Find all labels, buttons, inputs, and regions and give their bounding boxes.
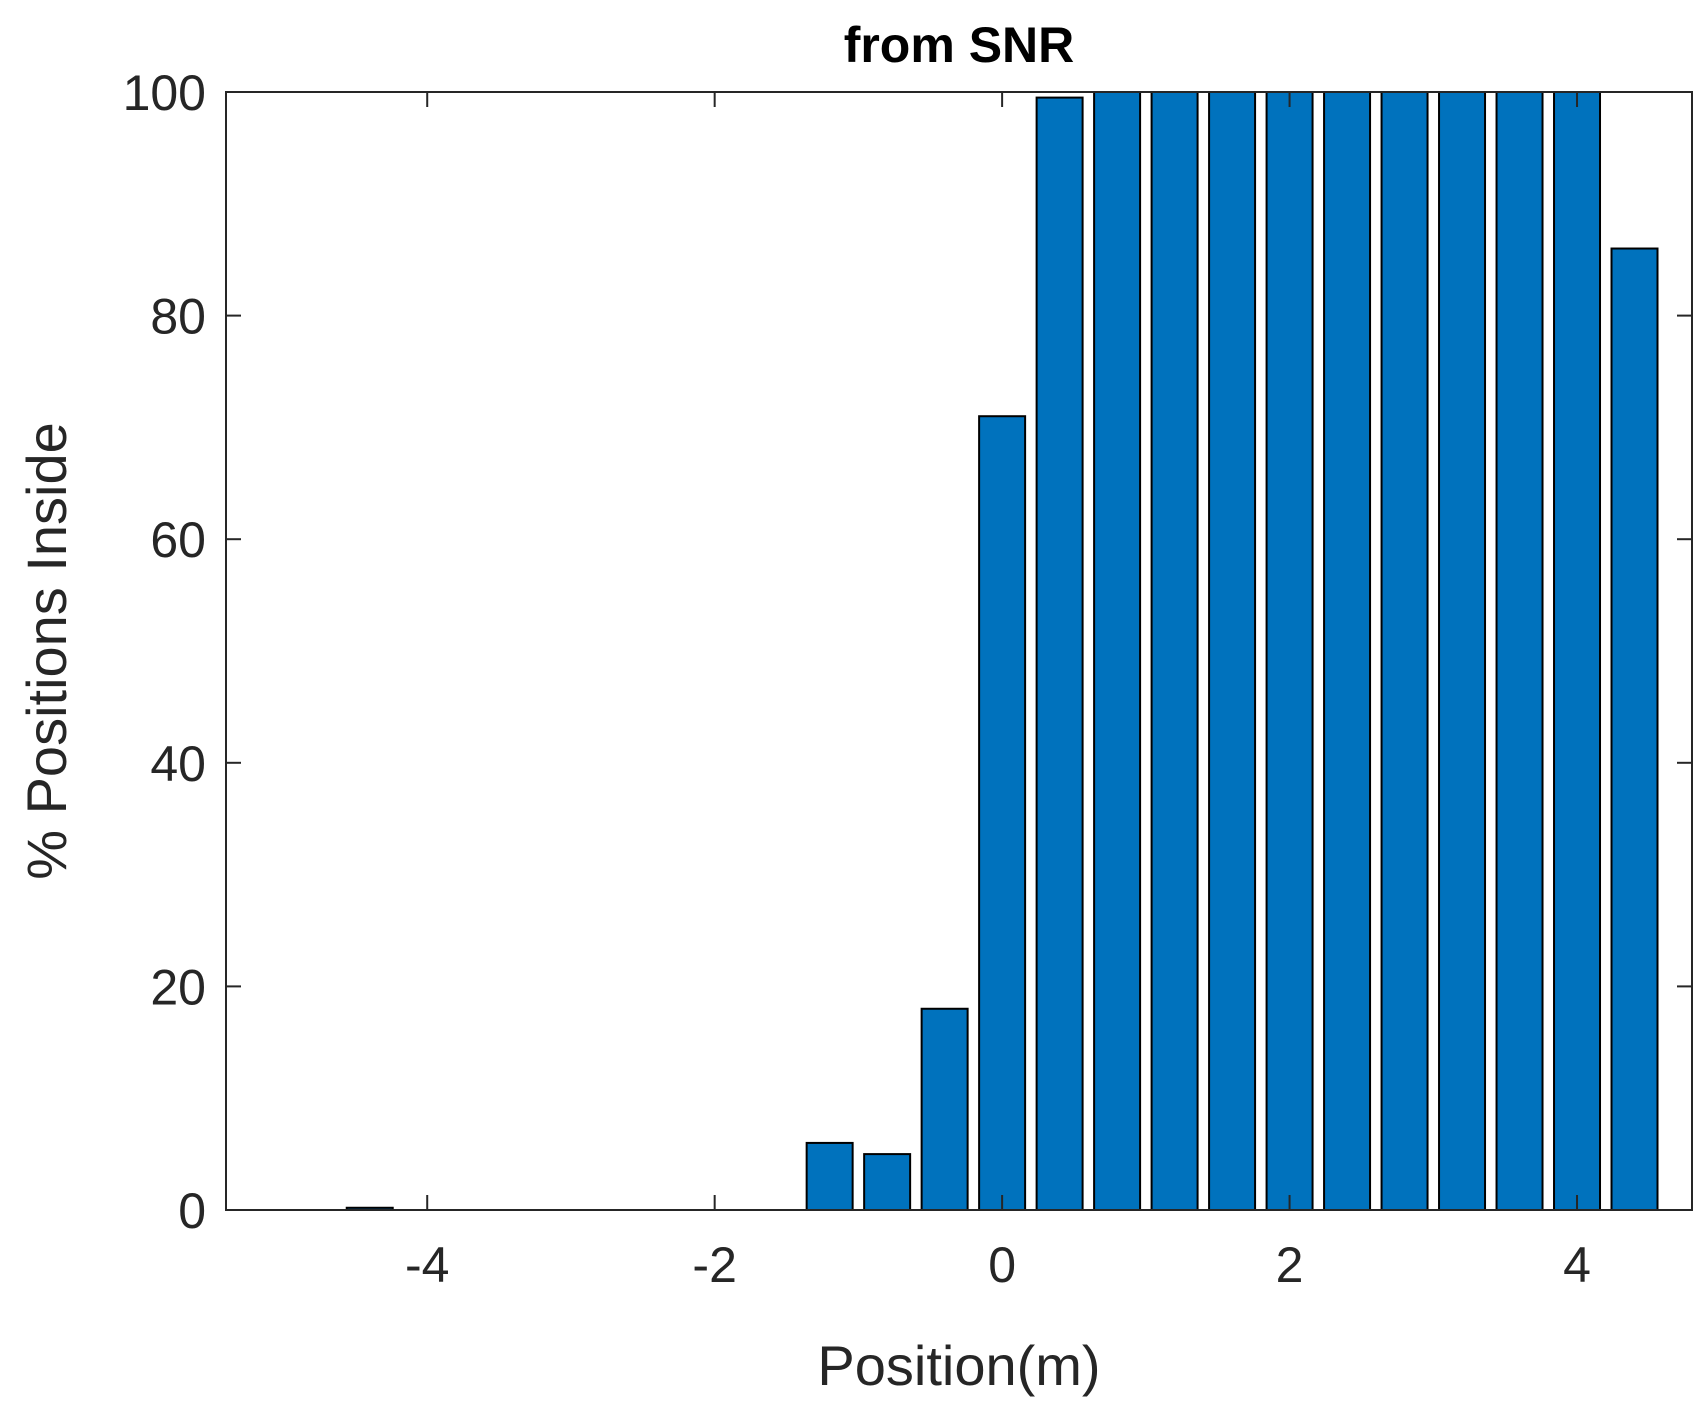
bar-8: [1208, 91, 1257, 1211]
x-tick-label: -4: [405, 1237, 449, 1293]
y-axis-label: % Positions Inside: [15, 422, 78, 880]
x-tick-label: 2: [1276, 1237, 1304, 1293]
bar-5: [1035, 96, 1084, 1212]
bar-11: [1380, 91, 1429, 1211]
x-axis-label: Position(m): [817, 1334, 1100, 1397]
x-tick-label: 4: [1563, 1237, 1591, 1293]
bar-13: [1495, 91, 1544, 1211]
y-tick-label: 100: [123, 65, 206, 121]
bar-3: [920, 1007, 969, 1212]
y-tick-label: 60: [150, 512, 206, 568]
y-tick-label: 80: [150, 289, 206, 345]
axes-box: [225, 91, 1693, 1211]
y-tick-label: 0: [178, 1183, 206, 1239]
bar-15: [1610, 247, 1659, 1211]
x-tick-label: 0: [988, 1237, 1016, 1293]
bar-6: [1093, 91, 1142, 1211]
bar-1: [805, 1141, 854, 1212]
bar-12: [1438, 91, 1487, 1211]
bar-4: [978, 415, 1027, 1212]
bar-10: [1323, 91, 1372, 1211]
y-tick-label: 20: [150, 959, 206, 1015]
bar-9: [1265, 91, 1314, 1211]
bar-7: [1150, 91, 1199, 1211]
x-tick-label: -2: [692, 1237, 736, 1293]
chart-title: from SNR: [844, 17, 1075, 73]
bar-2: [863, 1153, 912, 1211]
bar-14: [1553, 91, 1602, 1211]
bars-layer: [345, 91, 1659, 1212]
y-tick-label: 40: [150, 736, 206, 792]
